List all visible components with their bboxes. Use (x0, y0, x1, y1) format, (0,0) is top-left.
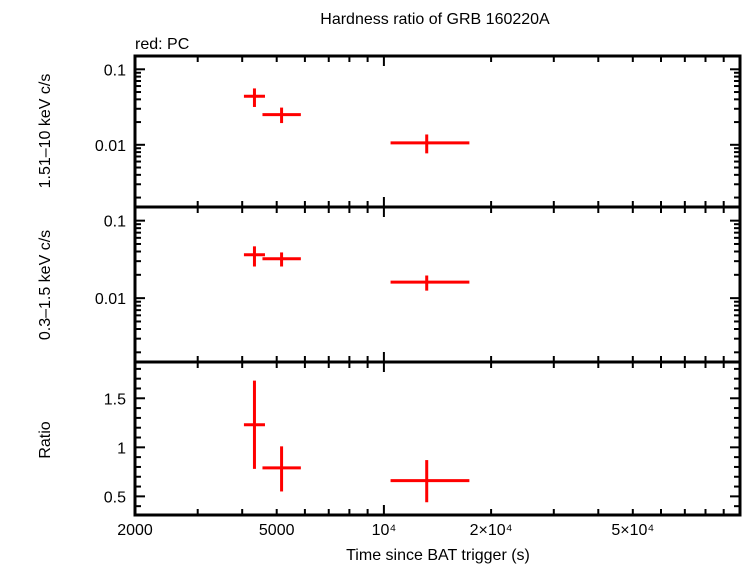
y-tick-label: 0.1 (104, 214, 126, 231)
panel-frame (133, 360, 742, 517)
y-axis-label-hard: 1.51–10 keV c/s (37, 74, 54, 189)
y-tick-label: 0.01 (95, 291, 126, 308)
x-tick-label: 5×10⁴ (611, 522, 654, 539)
y-tick-label: 0.01 (95, 138, 126, 155)
y-tick-label: 1.5 (104, 391, 126, 408)
x-tick-label: 2×10⁴ (470, 522, 513, 539)
y-axis-label-soft: 0.3–1.5 keV c/s (37, 230, 54, 340)
x-axis-label: Time since BAT trigger (s) (346, 547, 530, 564)
chart-title: Hardness ratio of GRB 160220A (320, 11, 550, 28)
chart-subtitle: red: PC (135, 36, 189, 53)
x-tick-label: 10⁴ (372, 522, 397, 539)
y-axis-label-ratio: Ratio (37, 421, 54, 458)
y-tick-label: 1 (117, 440, 126, 457)
panel-frame (133, 54, 742, 209)
panel-frame (133, 205, 742, 364)
x-tick-label: 5000 (259, 522, 295, 539)
y-tick-label: 0.1 (104, 62, 126, 79)
x-tick-label: 2000 (117, 522, 153, 539)
y-tick-label: 0.5 (104, 489, 126, 506)
